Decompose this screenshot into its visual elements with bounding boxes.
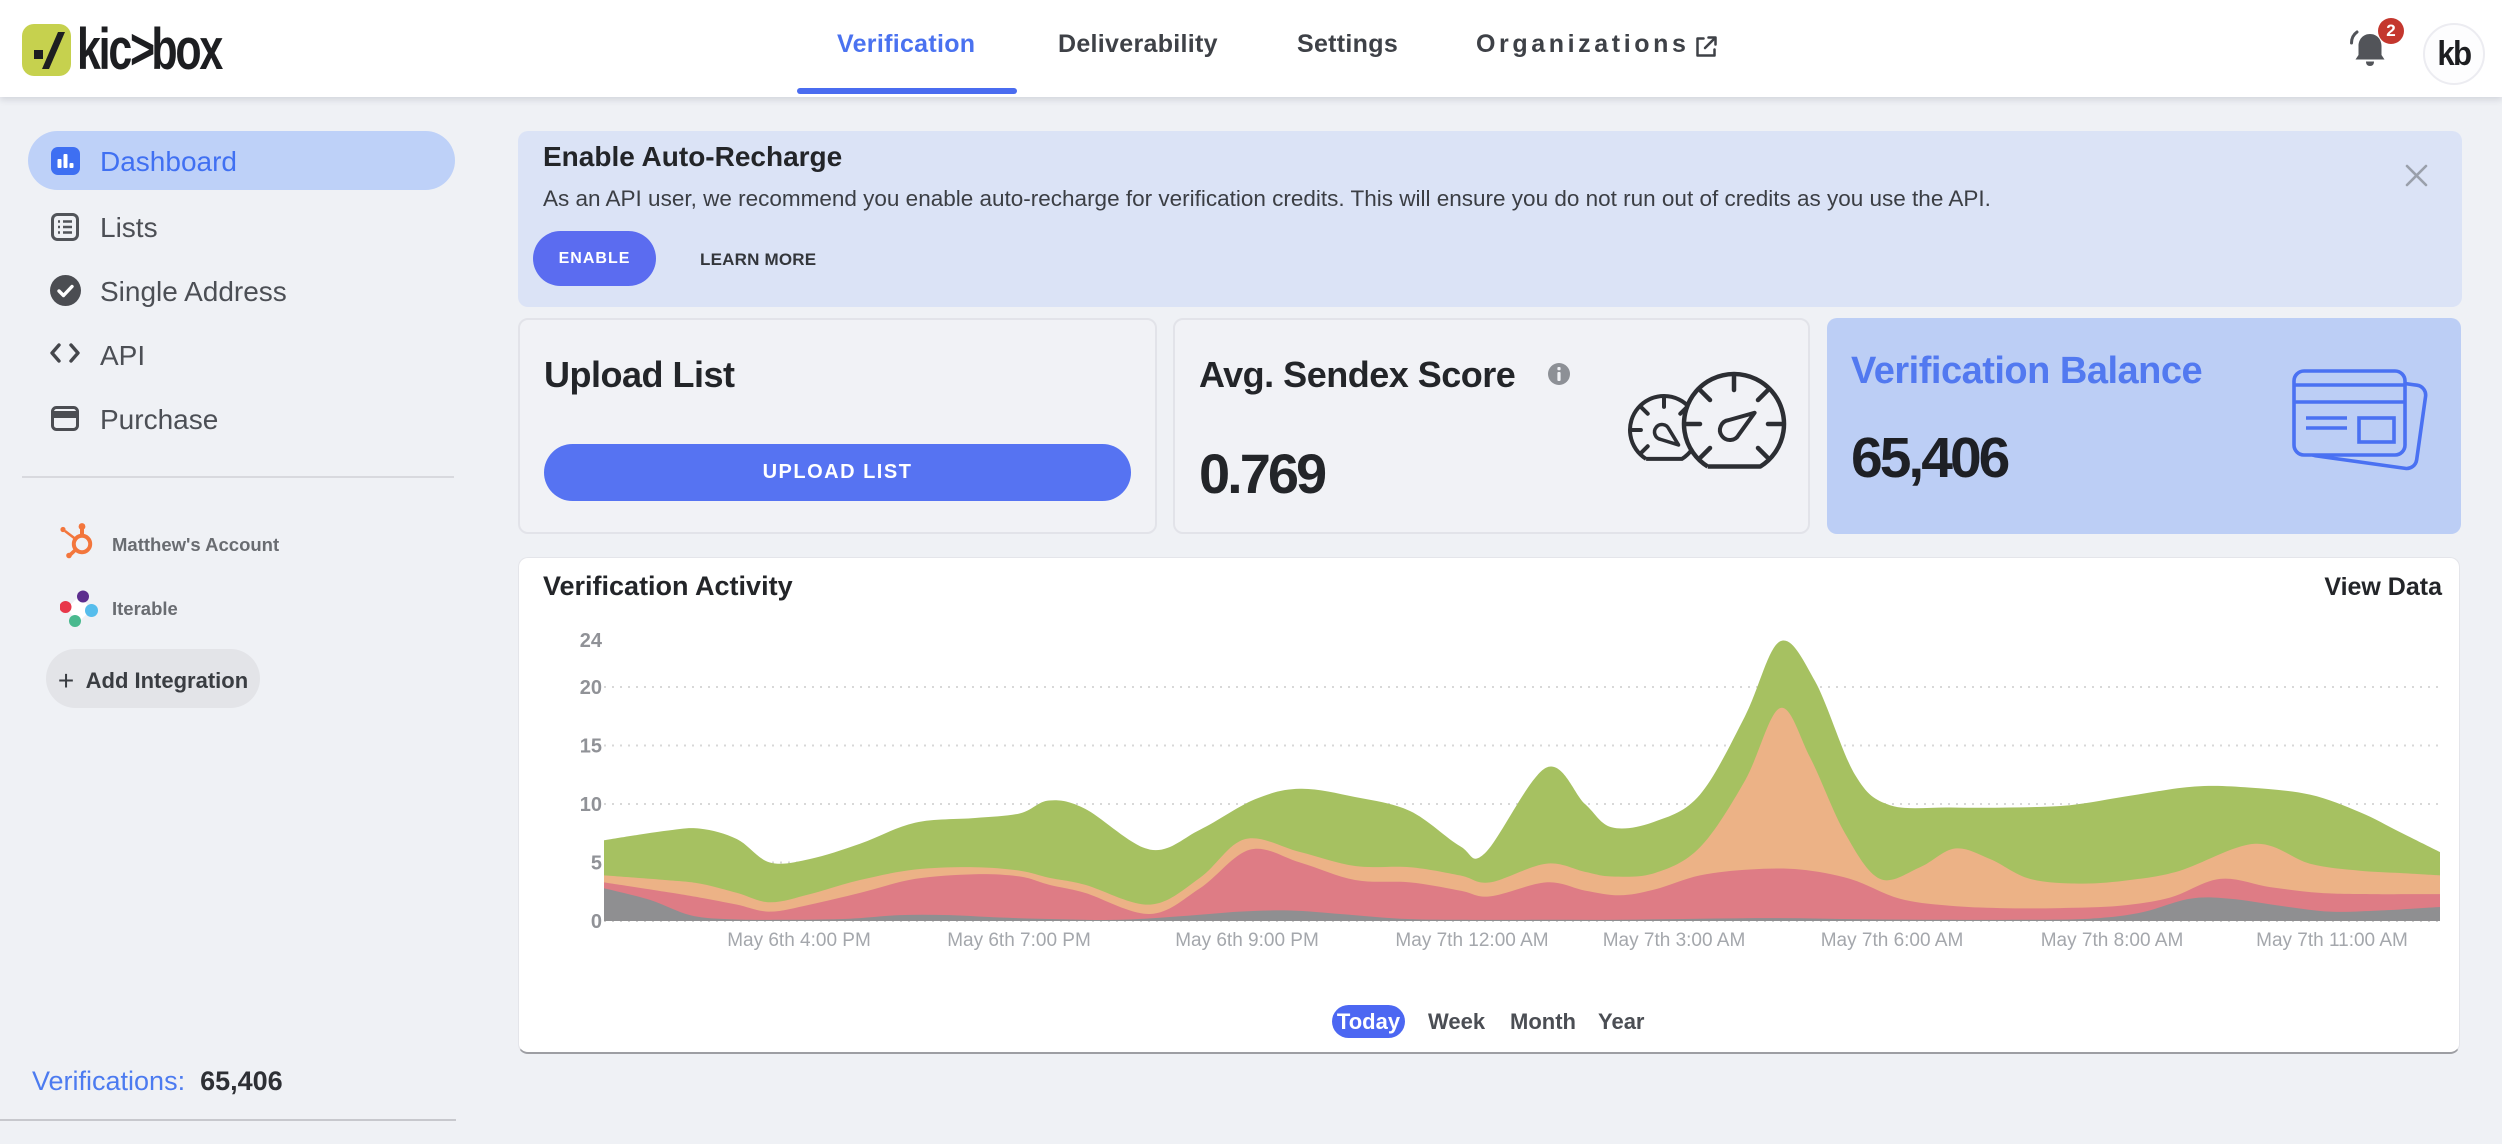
svg-text:5: 5 <box>591 853 602 875</box>
svg-text:May 7th 6:00 AM: May 7th 6:00 AM <box>1821 930 1964 951</box>
svg-text:May 6th 7:00 PM: May 6th 7:00 PM <box>947 930 1091 951</box>
svg-text:10: 10 <box>580 794 602 816</box>
svg-text:May 6th 4:00 PM: May 6th 4:00 PM <box>727 930 871 951</box>
svg-text:24: 24 <box>580 630 603 652</box>
svg-text:May 6th 9:00 PM: May 6th 9:00 PM <box>1175 930 1319 951</box>
svg-text:15: 15 <box>580 736 602 758</box>
svg-text:May 7th 11:00 AM: May 7th 11:00 AM <box>2256 930 2408 951</box>
svg-text:May 7th 8:00 AM: May 7th 8:00 AM <box>2041 930 2184 951</box>
svg-text:20: 20 <box>580 677 602 699</box>
svg-text:May 7th 3:00 AM: May 7th 3:00 AM <box>1603 930 1746 951</box>
svg-text:May 7th 12:00 AM: May 7th 12:00 AM <box>1395 930 1548 951</box>
svg-text:0: 0 <box>591 911 602 933</box>
